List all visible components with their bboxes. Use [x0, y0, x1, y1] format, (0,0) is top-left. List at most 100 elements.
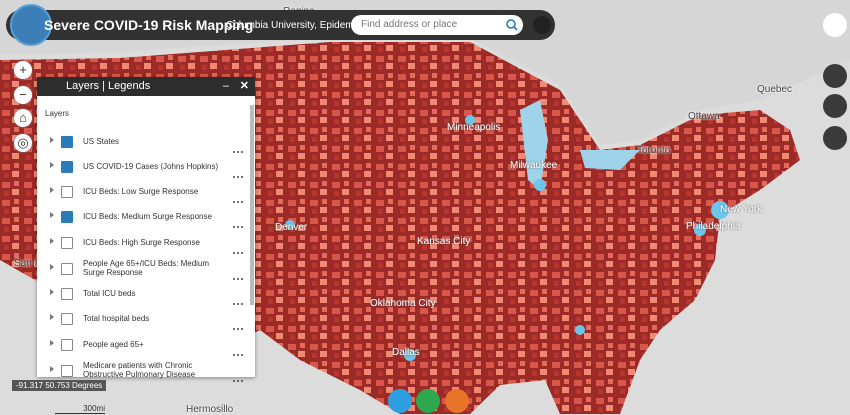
layer-checkbox[interactable]	[61, 313, 73, 325]
expand-arrow[interactable]	[50, 289, 54, 295]
layer-label: Medicare patients with Chronic Obstructi…	[83, 361, 196, 379]
layer-checkbox[interactable]	[61, 365, 73, 377]
layer-label: US States	[83, 137, 120, 146]
city-dot	[404, 349, 416, 361]
layers-button[interactable]	[416, 389, 440, 413]
header-bar: Severe COVID-19 Risk Mapping Columbia Un…	[6, 4, 555, 46]
map-label: Denver	[275, 222, 308, 233]
layer-label: People aged 65+	[83, 340, 144, 349]
expand-arrow[interactable]	[50, 238, 54, 244]
layer-menu[interactable]	[233, 190, 245, 208]
layer-checkbox[interactable]	[61, 211, 73, 223]
layer-checkbox[interactable]	[61, 186, 73, 198]
map-label: Kansas City	[417, 236, 471, 247]
layer-row: Total ICU beds	[37, 281, 247, 305]
layer-menu[interactable]	[233, 165, 245, 183]
layer-menu[interactable]	[233, 140, 245, 158]
expand-arrow[interactable]	[50, 264, 54, 270]
map-label: Quebec	[757, 84, 793, 95]
layer-menu[interactable]	[233, 215, 245, 233]
city-dot	[694, 224, 706, 236]
scrollbar	[250, 105, 254, 305]
map-label: Philadelphia	[686, 221, 741, 232]
expand-arrow[interactable]	[50, 162, 54, 168]
layer-menu[interactable]	[233, 343, 245, 361]
print-button[interactable]	[823, 126, 847, 150]
layer-row: ICU Beds: Medium Surge Response	[37, 204, 247, 228]
layer-row: Medicare patients with Chronic Obstructi…	[37, 358, 247, 382]
zoom-in[interactable]: +	[14, 61, 32, 79]
search-button[interactable]	[501, 15, 523, 35]
coordinates: -91.317 50.753 Degrees	[12, 380, 107, 391]
layer-menu[interactable]	[233, 369, 245, 387]
city-dots	[285, 115, 729, 361]
layer-menu[interactable]	[233, 317, 245, 335]
grid-button[interactable]	[445, 389, 469, 413]
layers-panel: Layers | Legends – ✕ Layers US States US …	[37, 77, 255, 382]
layer-checkbox[interactable]	[61, 339, 73, 351]
layer-label: ICU Beds: High Surge Response	[83, 238, 200, 247]
zoom-out[interactable]: −	[14, 86, 32, 104]
expand-arrow[interactable]	[50, 366, 54, 372]
map-label: New York	[720, 204, 763, 215]
layer-label: People Age 65+/ICU Beds: Medium Surge Re…	[83, 259, 210, 277]
map-label: Oklahoma City	[370, 298, 436, 309]
layer-row: People aged 65+	[37, 332, 247, 356]
city-dot	[465, 115, 475, 125]
layer-label: US COVID-19 Cases (Johns Hopkins)	[83, 162, 219, 171]
expand-arrow[interactable]	[50, 340, 54, 346]
layer-label: Total ICU beds	[83, 289, 136, 298]
layer-menu[interactable]	[233, 241, 245, 259]
map-label: San Fr	[14, 258, 45, 269]
info-button[interactable]	[823, 64, 847, 88]
search-input[interactable]: Find address or place	[351, 15, 501, 35]
map-label: Milwaukee	[510, 160, 558, 171]
close-button[interactable]: ✕	[239, 80, 249, 92]
layer-checkbox[interactable]	[61, 288, 73, 300]
lake-michigan	[520, 100, 548, 190]
locate-button[interactable]: ◎	[14, 134, 32, 152]
layer-checkbox[interactable]	[61, 136, 73, 148]
city-dot	[711, 201, 729, 219]
panel-title: Layers | Legends	[66, 80, 151, 92]
city-dot	[575, 325, 585, 335]
list-button[interactable]	[388, 389, 412, 413]
city-dot	[534, 179, 546, 191]
expand-arrow[interactable]	[50, 137, 54, 143]
app-title: Severe COVID-19 Risk Mapping	[44, 17, 254, 33]
map-label: Hermosillo	[186, 404, 234, 415]
map-label: Dallas	[392, 347, 420, 358]
layer-row: US States	[37, 129, 247, 153]
minimize-button[interactable]: –	[222, 80, 229, 92]
expand-arrow[interactable]	[50, 314, 54, 320]
map-label: Minneapolis	[447, 122, 501, 133]
hide-button[interactable]	[823, 13, 847, 37]
logo	[10, 4, 52, 46]
link-button[interactable]	[533, 16, 551, 34]
layer-label: Total hospital beds	[83, 314, 150, 323]
expand-arrow[interactable]	[50, 212, 54, 218]
map-label: Ottawa	[688, 111, 720, 122]
layer-row: ICU Beds: Low Surge Response	[37, 179, 247, 203]
layer-menu[interactable]	[233, 292, 245, 310]
expand-arrow[interactable]	[50, 187, 54, 193]
lake-erie	[580, 150, 640, 170]
layer-checkbox[interactable]	[61, 263, 73, 275]
layer-checkbox[interactable]	[61, 161, 73, 173]
app-subtitle: Columbia University, Epidemiology	[226, 20, 380, 31]
layer-row: ICU Beds: High Surge Response	[37, 230, 247, 254]
layer-row: Total hospital beds	[37, 306, 247, 330]
city-dot	[285, 220, 295, 230]
scale-bar: 300mi	[55, 404, 105, 414]
layer-label: ICU Beds: Medium Surge Response	[83, 212, 212, 221]
layer-checkbox[interactable]	[61, 237, 73, 249]
basemap-button[interactable]	[823, 94, 847, 118]
layer-row: US COVID-19 Cases (Johns Hopkins)	[37, 154, 247, 178]
panel-header: Layers | Legends – ✕	[37, 77, 255, 96]
layer-label: ICU Beds: Low Surge Response	[83, 187, 199, 196]
section-label: Layers	[45, 109, 70, 118]
layer-row: People Age 65+/ICU Beds: Medium Surge Re…	[37, 256, 247, 280]
home-button[interactable]: ⌂	[14, 109, 32, 127]
layer-menu[interactable]	[233, 267, 245, 285]
